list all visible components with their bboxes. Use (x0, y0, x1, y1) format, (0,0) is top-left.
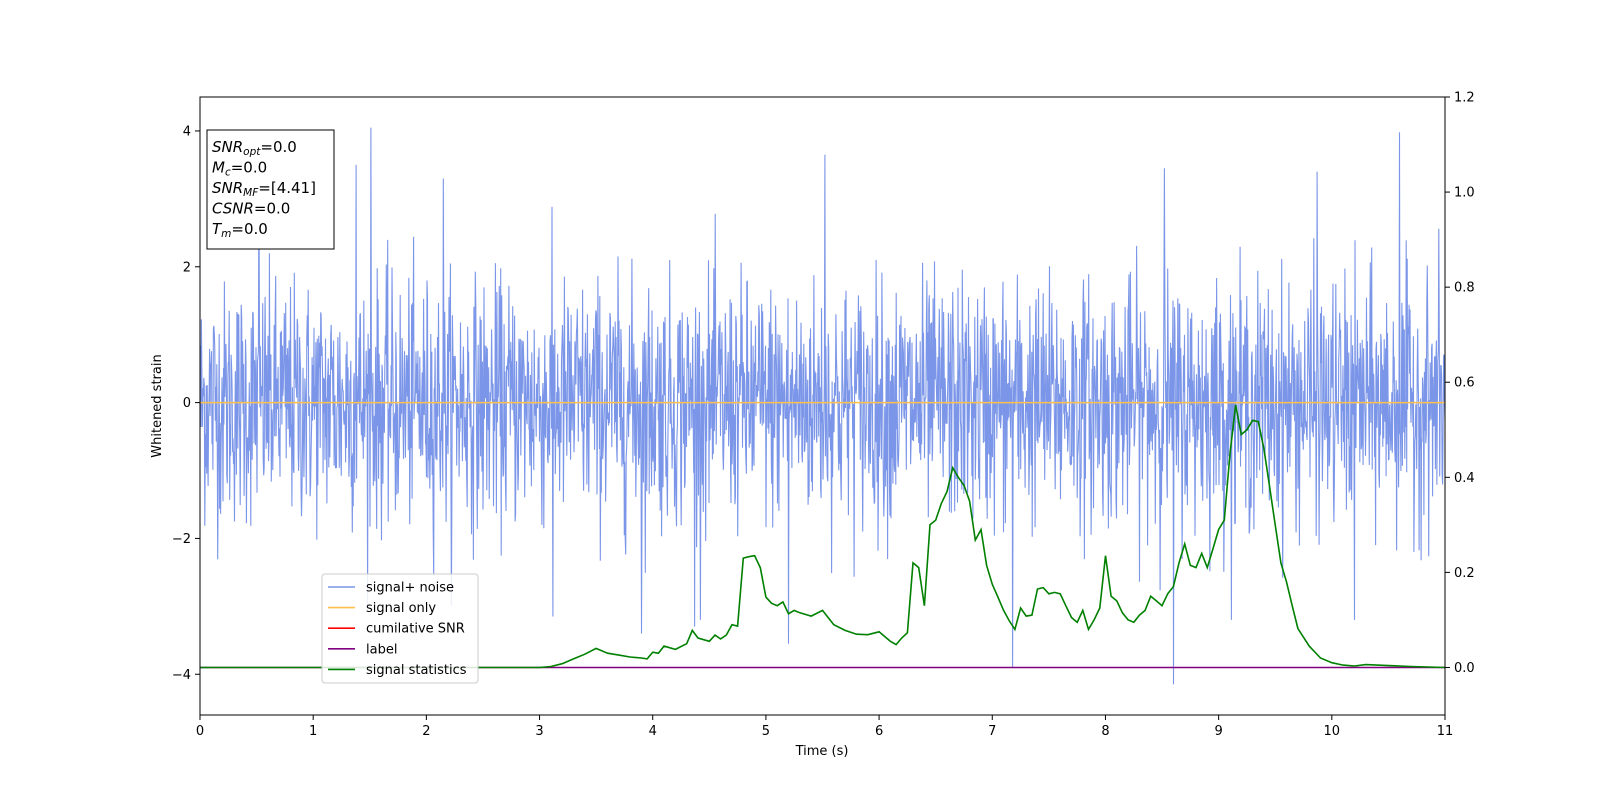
x-tick-label: 6 (875, 724, 883, 739)
x-tick-label: 4 (649, 724, 657, 739)
series-signal-statistics (200, 404, 1445, 669)
y2-axis-ticks: 0.0 0.2 0.4 0.6 0.8 1.0 1.2 (1445, 91, 1475, 676)
y2-tick-label: 0.8 (1454, 281, 1475, 296)
x-tick-label: 2 (422, 724, 430, 739)
x-tick-label: 3 (535, 724, 543, 739)
series-signal-noise (200, 127, 1445, 685)
legend-label: label (366, 642, 397, 657)
x-tick-label: 11 (1437, 724, 1454, 739)
info-box-line: SNRMF=[4.41] (212, 179, 316, 199)
x-tick-label: 7 (988, 724, 996, 739)
info-box-line: Mc=0.0 (212, 159, 267, 179)
y-tick-label: 4 (183, 124, 191, 139)
axes-frame (199, 96, 1446, 716)
legend: signal+ noise signal only cumilative SNR la… (321, 573, 479, 684)
y-axis-label: Whitened strain (150, 354, 165, 457)
legend-label: signal+ noise (366, 581, 454, 596)
x-tick-label: 0 (196, 724, 204, 739)
y2-tick-label: 1.2 (1454, 91, 1475, 106)
y2-tick-label: 0.2 (1454, 566, 1475, 581)
y-tick-label: 0 (183, 396, 191, 411)
legend-label: cumilative SNR (366, 622, 465, 637)
info-box-frame (206, 129, 335, 250)
x-tick-label: 9 (1214, 724, 1222, 739)
y2-tick-label: 0.4 (1454, 471, 1475, 486)
x-axis-ticks: 0 1 2 3 4 5 6 7 8 9 10 11 (196, 715, 1453, 739)
info-box-line: SNRopt=0.0 (212, 138, 297, 158)
y2-tick-label: 1.0 (1454, 186, 1475, 201)
info-box-line: CSNR=0.0 (212, 200, 290, 218)
y-tick-label: −2 (172, 532, 191, 547)
legend-label: signal only (366, 601, 436, 616)
x-axis-label: Time (s) (795, 744, 849, 759)
x-tick-label: 1 (309, 724, 317, 739)
legend-frame (321, 573, 479, 684)
x-tick-label: 8 (1101, 724, 1109, 739)
x-tick-label: 10 (1324, 724, 1341, 739)
y2-tick-label: 0.6 (1454, 376, 1475, 391)
x-tick-label: 5 (762, 724, 770, 739)
y-tick-label: −4 (172, 668, 191, 683)
y-axis-ticks: −4 −2 0 2 4 (172, 124, 200, 683)
y-tick-label: 2 (183, 260, 191, 275)
info-box-line: Tm=0.0 (212, 220, 268, 240)
legend-label: signal statistics (366, 663, 467, 678)
y2-tick-label: 0.0 (1454, 661, 1475, 676)
